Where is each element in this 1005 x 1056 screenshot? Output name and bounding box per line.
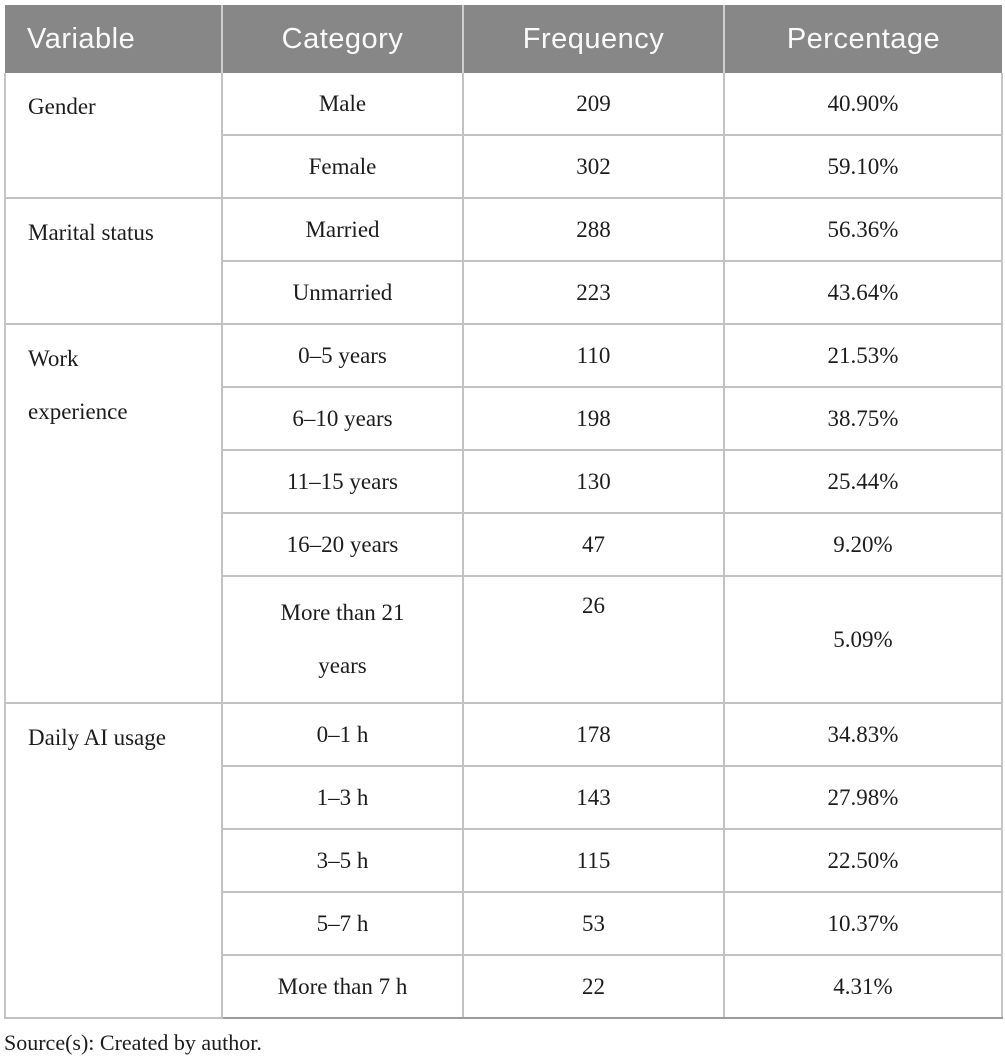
frequency-cell: 209 xyxy=(462,73,725,136)
category-label: More than 21 years xyxy=(280,599,405,678)
percentage-cell: 59.10% xyxy=(723,134,1003,199)
variable-cell-work-experience: Work experience xyxy=(4,323,223,704)
frequency-cell: 130 xyxy=(462,449,725,514)
category-cell: 11–15 years xyxy=(221,449,464,514)
percentage-cell: 4.31% xyxy=(723,954,1003,1019)
variable-cell-daily-ai-usage: Daily AI usage xyxy=(4,702,223,1019)
category-cell: 6–10 years xyxy=(221,386,464,451)
category-cell: 3–5 h xyxy=(221,828,464,893)
percentage-cell: 43.64% xyxy=(723,260,1003,325)
column-header-variable: Variable xyxy=(5,5,222,73)
table-row: Unmarried 223 43.64% xyxy=(5,260,1003,325)
table-row: More than 7 h 22 4.31% xyxy=(5,954,1003,1019)
table-row: Marital status Married 288 56.36% xyxy=(4,197,1003,325)
frequency-cell: 26 xyxy=(462,575,725,704)
frequency-cell: 53 xyxy=(462,891,725,956)
percentage-cell: 10.37% xyxy=(723,891,1003,956)
percentage-cell: 34.83% xyxy=(723,702,1003,767)
percentage-cell: 27.98% xyxy=(723,765,1003,830)
column-header-frequency: Frequency xyxy=(462,5,724,73)
variable-cell-gender: Gender xyxy=(4,73,223,199)
category-cell: Female xyxy=(221,134,464,199)
variable-label: Work experience xyxy=(28,346,128,424)
frequency-cell: 143 xyxy=(462,765,725,830)
demographics-table: Variable Category Frequency Percentage G… xyxy=(4,5,1003,1019)
percentage-cell: 25.44% xyxy=(723,449,1003,514)
table-row: Daily AI usage 0–1 h 178 34.83% xyxy=(4,702,1003,1019)
table-row: 1–3 h 143 27.98% xyxy=(5,765,1003,830)
table-row: 6–10 years 198 38.75% xyxy=(5,386,1003,451)
frequency-cell: 22 xyxy=(462,954,725,1019)
table-row: Female 302 59.10% xyxy=(5,134,1003,199)
category-cell: 1–3 h xyxy=(221,765,464,830)
table-row: 5–7 h 53 10.37% xyxy=(5,891,1003,956)
percentage-cell: 40.90% xyxy=(723,73,1003,136)
percentage-cell: 56.36% xyxy=(723,197,1003,262)
frequency-cell: 110 xyxy=(462,323,725,388)
percentage-cell: 9.20% xyxy=(723,512,1003,577)
frequency-cell: 288 xyxy=(462,197,725,262)
table-row: 3–5 h 115 22.50% xyxy=(5,828,1003,893)
table-row: 11–15 years 130 25.44% xyxy=(5,449,1003,514)
column-header-category: Category xyxy=(221,5,463,73)
header-row: Variable Category Frequency Percentage xyxy=(5,5,1002,73)
table-row: 16–20 years 47 9.20% xyxy=(5,512,1003,577)
category-cell: 0–5 years xyxy=(221,323,464,388)
table-figure: Variable Category Frequency Percentage G… xyxy=(4,5,1003,1055)
category-cell: Unmarried xyxy=(221,260,464,325)
percentage-cell: 38.75% xyxy=(723,386,1003,451)
frequency-cell: 223 xyxy=(462,260,725,325)
category-cell: More than 21 years xyxy=(221,575,464,704)
frequency-cell: 115 xyxy=(462,828,725,893)
frequency-cell: 198 xyxy=(462,386,725,451)
frequency-cell: 302 xyxy=(462,134,725,199)
category-cell: Male xyxy=(221,73,464,136)
table-row: Work experience 0–5 years 110 21.53% xyxy=(4,323,1003,704)
percentage-cell: 22.50% xyxy=(723,828,1003,893)
column-header-percentage: Percentage xyxy=(723,5,1002,73)
variable-cell-marital-status: Marital status xyxy=(4,197,223,325)
category-cell: 0–1 h xyxy=(221,702,464,767)
category-cell: 5–7 h xyxy=(221,891,464,956)
frequency-cell: 47 xyxy=(462,512,725,577)
table-row: Gender Male 209 40.90% xyxy=(4,73,1003,199)
frequency-cell: 178 xyxy=(462,702,725,767)
category-cell: More than 7 h xyxy=(221,954,464,1019)
category-cell: 16–20 years xyxy=(221,512,464,577)
percentage-cell: 5.09% xyxy=(723,575,1003,704)
percentage-cell: 21.53% xyxy=(723,323,1003,388)
category-cell: Married xyxy=(221,197,464,262)
table-row: More than 21 years 26 5.09% xyxy=(5,575,1003,704)
